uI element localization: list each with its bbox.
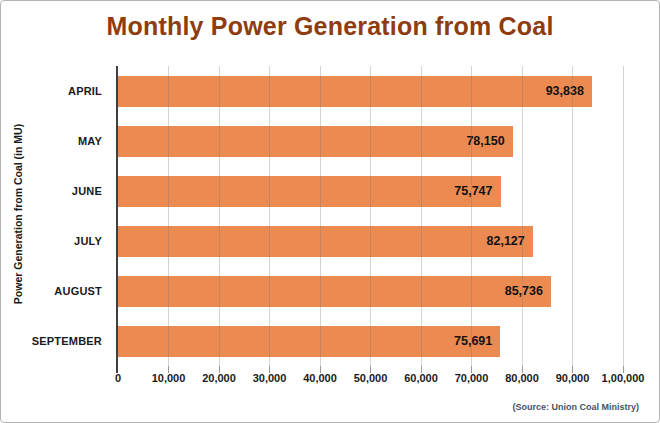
gridline <box>219 66 220 366</box>
x-axis-tick-label: 80,000 <box>505 372 539 384</box>
gridline <box>572 66 573 366</box>
x-axis-tick-label: 10,000 <box>152 372 186 384</box>
chart-title: Monthly Power Generation from Coal <box>1 12 659 41</box>
x-axis-tick-label: 60,000 <box>404 372 438 384</box>
gridline <box>320 66 321 366</box>
bar-august: 85,736 <box>118 276 551 307</box>
bar-may: 78,150 <box>118 126 513 157</box>
category-label-april: APRIL <box>1 76 109 107</box>
gridline <box>522 66 523 366</box>
x-axis-tick-label: 50,000 <box>354 372 388 384</box>
bar-september: 75,691 <box>118 326 500 357</box>
category-axis-labels: APRIL MAY JUNE JULY AUGUST SEPTEMBER <box>1 66 109 366</box>
gridline <box>168 66 169 366</box>
gridline <box>421 66 422 366</box>
category-label-july: JULY <box>1 226 109 257</box>
x-axis-tick-label: 90,000 <box>556 372 590 384</box>
x-axis-tick-label: 20,000 <box>202 372 236 384</box>
x-axis-tick-label: 30,000 <box>253 372 287 384</box>
chart-frame: Monthly Power Generation from Coal Power… <box>0 0 660 423</box>
bar-value-label: 75,691 <box>454 334 500 348</box>
category-label-june: JUNE <box>1 176 109 207</box>
bar-value-label: 93,838 <box>546 84 592 98</box>
gridline <box>370 66 371 366</box>
x-axis-tick-label: 40,000 <box>303 372 337 384</box>
category-label-august: AUGUST <box>1 276 109 307</box>
x-axis-tick-label: 70,000 <box>455 372 489 384</box>
bar-value-label: 82,127 <box>487 234 533 248</box>
bar-value-label: 75,747 <box>454 184 500 198</box>
bar-value-label: 85,736 <box>505 284 551 298</box>
x-axis-tick-label: 1,00,000 <box>602 372 645 384</box>
category-label-may: MAY <box>1 126 109 157</box>
category-label-september: SEPTEMBER <box>1 326 109 357</box>
bar-june: 75,747 <box>118 176 501 207</box>
gridline <box>471 66 472 366</box>
x-axis-tick-label: 0 <box>115 372 121 384</box>
x-axis-tick-labels: 0 10,000 20,000 30,000 40,000 50,000 60,000 70,… <box>118 372 623 388</box>
plot-area: 93,838 78,150 75,747 82,127 85,736 75,691 <box>116 66 623 366</box>
bar-value-label: 78,150 <box>466 134 512 148</box>
gridline <box>269 66 270 366</box>
gridline <box>623 66 624 366</box>
source-note: (Source: Union Coal Ministry) <box>512 402 639 412</box>
